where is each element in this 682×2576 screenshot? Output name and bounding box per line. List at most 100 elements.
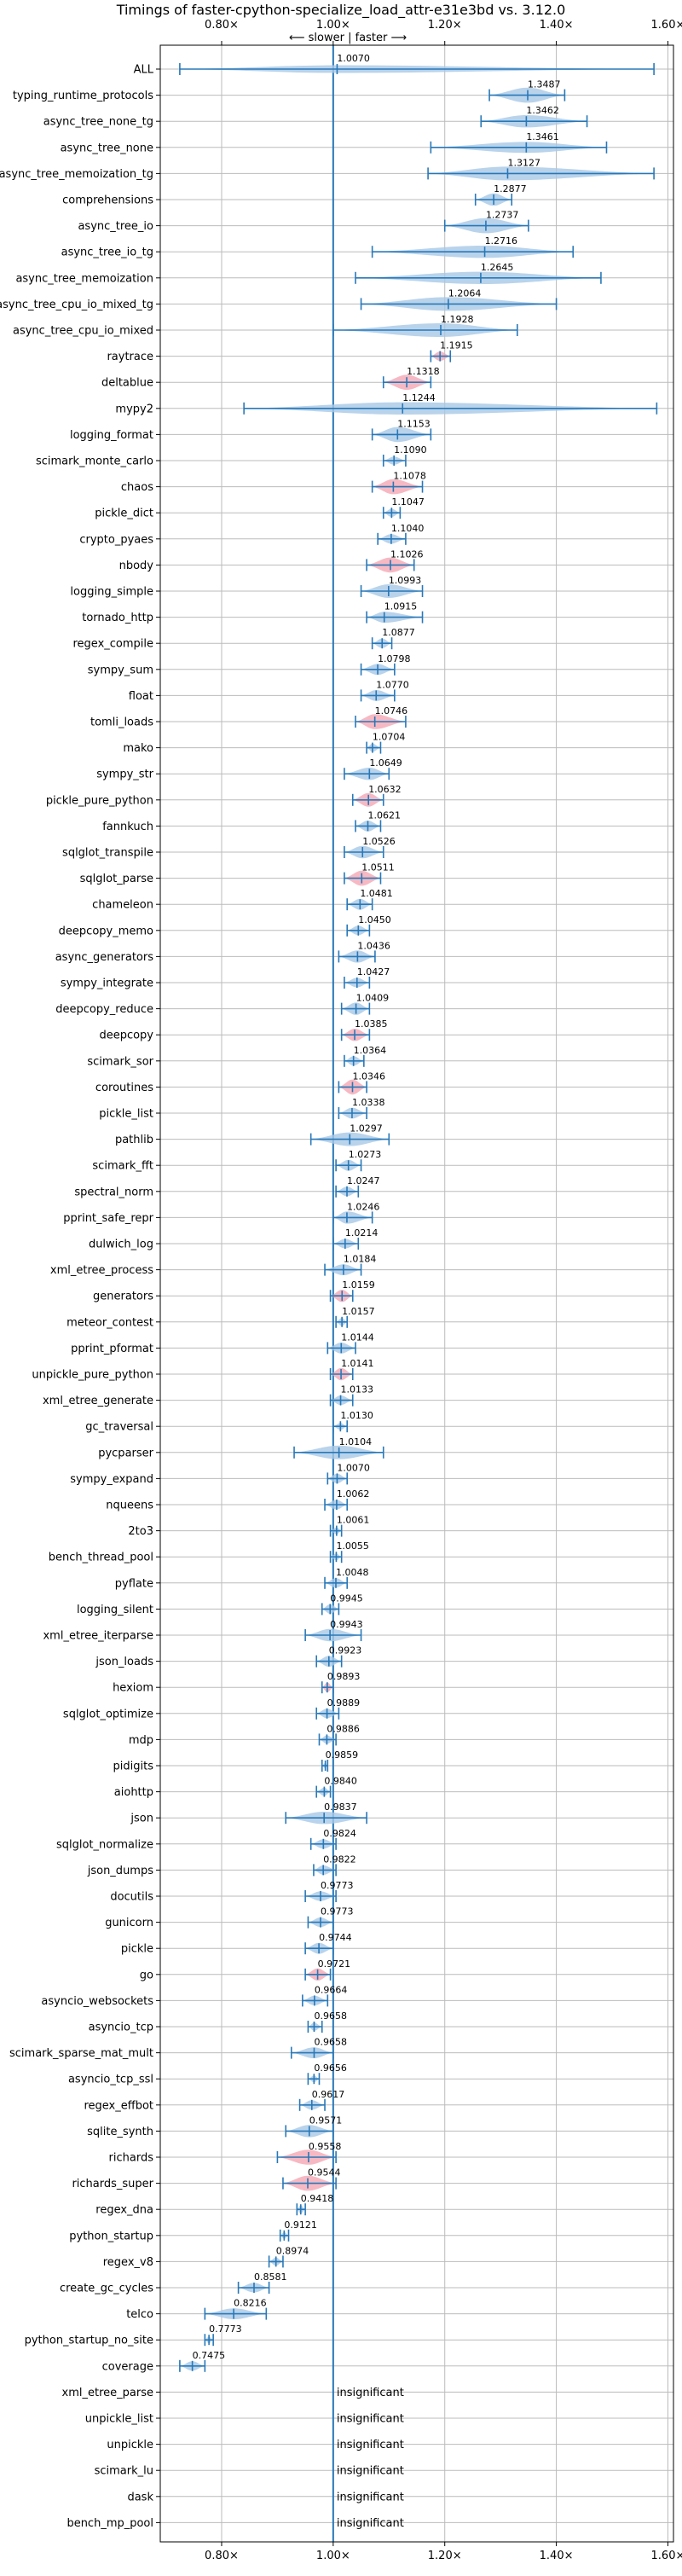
- value-label: 1.3487: [528, 79, 561, 90]
- category-label: ALL: [134, 64, 154, 77]
- direction-note: ⟵ slower | faster ⟶: [289, 32, 407, 44]
- value-label: 0.9822: [323, 1854, 356, 1865]
- value-label: 0.9658: [314, 2010, 347, 2022]
- value-label: 1.0062: [337, 1488, 370, 1500]
- value-label: 1.0746: [375, 705, 408, 717]
- value-label: 0.9893: [327, 1671, 361, 1682]
- value-label: 0.9617: [312, 2089, 345, 2100]
- value-label: 0.9859: [326, 1749, 359, 1761]
- value-label: 0.9837: [324, 1801, 357, 1813]
- category-label: bench_thread_pool: [49, 1552, 153, 1564]
- value-label: 0.8216: [234, 2298, 267, 2309]
- x-tick-label-bottom: 1.00×: [316, 2550, 350, 2562]
- value-label: 1.0632: [368, 784, 402, 795]
- value-label: 1.2877: [494, 183, 527, 194]
- value-label: 1.2716: [485, 235, 518, 247]
- value-label: 0.9744: [319, 1932, 352, 1943]
- value-label: 0.7475: [193, 2350, 226, 2361]
- category-label: sqlglot_optimize: [63, 1708, 153, 1720]
- category-label: hexiom: [113, 1682, 153, 1695]
- category-label: create_gc_cycles: [60, 2283, 153, 2295]
- category-label: scimark_fft: [92, 1160, 153, 1173]
- value-label: 1.1153: [397, 418, 431, 429]
- category-label: async_generators: [55, 951, 154, 964]
- category-label: pickle: [121, 1943, 153, 1956]
- value-label: 1.0144: [341, 1332, 374, 1343]
- category-label: dulwich_log: [89, 1239, 153, 1251]
- category-label: sqlite_synth: [87, 2126, 153, 2138]
- category-label: regex_dna: [95, 2204, 153, 2217]
- category-label: typing_runtime_protocols: [13, 90, 153, 102]
- value-label: 1.0427: [357, 966, 390, 978]
- category-label: pycparser: [98, 1447, 153, 1459]
- value-label: 1.3461: [526, 131, 559, 142]
- value-label: 1.0409: [356, 993, 390, 1004]
- x-tick-label-top: 1.20×: [428, 19, 462, 32]
- category-label: gunicorn: [105, 1917, 153, 1929]
- category-label: asyncio_tcp_ssl: [68, 2074, 153, 2086]
- category-label: sympy_str: [96, 769, 153, 781]
- value-label: 1.0877: [382, 627, 415, 638]
- category-label: asyncio_websockets: [41, 1995, 153, 2008]
- x-tick-label-top: 1.60×: [651, 19, 682, 32]
- category-label: xml_etree_generate: [43, 1395, 153, 1407]
- violin-layer: [179, 63, 658, 2372]
- value-label: 1.0526: [362, 836, 396, 847]
- value-label: 0.8974: [276, 2245, 309, 2256]
- value-label: 1.3462: [526, 105, 559, 116]
- value-label: 1.1090: [394, 444, 427, 455]
- value-label: 0.9773: [321, 1880, 354, 1891]
- x-tick-label-top: 0.80×: [205, 19, 239, 32]
- category-label: pickle_dict: [95, 508, 153, 520]
- category-label: sympy_expand: [70, 1473, 153, 1486]
- category-label: async_tree_cpu_io_mixed_tg: [0, 299, 153, 311]
- value-label: 1.0704: [373, 732, 406, 743]
- category-label: unpickle: [107, 2439, 153, 2451]
- x-tick-label-top: 1.40×: [540, 19, 574, 32]
- category-label: pidigits: [113, 1761, 154, 1773]
- value-label: 1.1040: [391, 523, 425, 534]
- category-label: async_tree_io_tg: [61, 247, 153, 259]
- value-label: 1.2737: [486, 210, 519, 221]
- category-label: mdp: [129, 1734, 153, 1747]
- category-label: scimark_sor: [87, 1055, 153, 1068]
- insignificant-label: insignificant: [337, 2439, 404, 2451]
- category-label: regex_compile: [72, 638, 153, 651]
- category-label: coroutines: [95, 1082, 153, 1094]
- x-tick-label-bottom: 1.40×: [540, 2550, 574, 2562]
- value-label: 1.0364: [354, 1045, 387, 1056]
- value-label: 0.9889: [327, 1697, 361, 1709]
- value-label: 1.1244: [402, 392, 436, 403]
- category-label: json_loads: [95, 1656, 153, 1668]
- category-label: python_startup: [69, 2230, 153, 2242]
- label-layer: 1.0070 1.3487 1.3462 1.3461 1.3127 1.2877 1.27…: [193, 53, 561, 2530]
- category-label: nqueens: [106, 1500, 153, 1512]
- value-label: 1.1047: [391, 496, 425, 508]
- x-tick-label-bottom: 0.80×: [205, 2550, 239, 2562]
- category-label: async_tree_none: [61, 142, 153, 154]
- value-label: 1.0159: [342, 1279, 375, 1291]
- category-label: pickle_list: [99, 1108, 153, 1121]
- x-tick-label-top: 1.00×: [316, 19, 350, 32]
- category-label: logging_simple: [70, 586, 153, 599]
- category-label: crypto_pyaes: [79, 533, 153, 546]
- category-label: regex_v8: [103, 2256, 153, 2269]
- insignificant-label: insignificant: [337, 2465, 404, 2478]
- value-label: 1.0798: [378, 653, 411, 664]
- category-label: deepcopy: [99, 1030, 153, 1042]
- category-label: async_tree_none_tg: [43, 116, 153, 129]
- value-label: 1.0133: [341, 1384, 374, 1395]
- value-label: 1.0450: [358, 914, 391, 925]
- category-label: bench_mp_pool: [66, 2517, 153, 2530]
- category-label: tomli_loads: [90, 717, 153, 729]
- category-label: logging_format: [70, 429, 153, 442]
- category-label: pprint_safe_repr: [63, 1212, 153, 1225]
- value-label: 1.0061: [337, 1515, 370, 1526]
- x-tick-label-bottom: 1.60×: [651, 2550, 682, 2562]
- value-label: 1.0621: [367, 809, 401, 821]
- value-label: 0.9840: [324, 1776, 357, 1787]
- category-label: mako: [123, 742, 153, 755]
- value-label: 0.9558: [309, 2141, 342, 2152]
